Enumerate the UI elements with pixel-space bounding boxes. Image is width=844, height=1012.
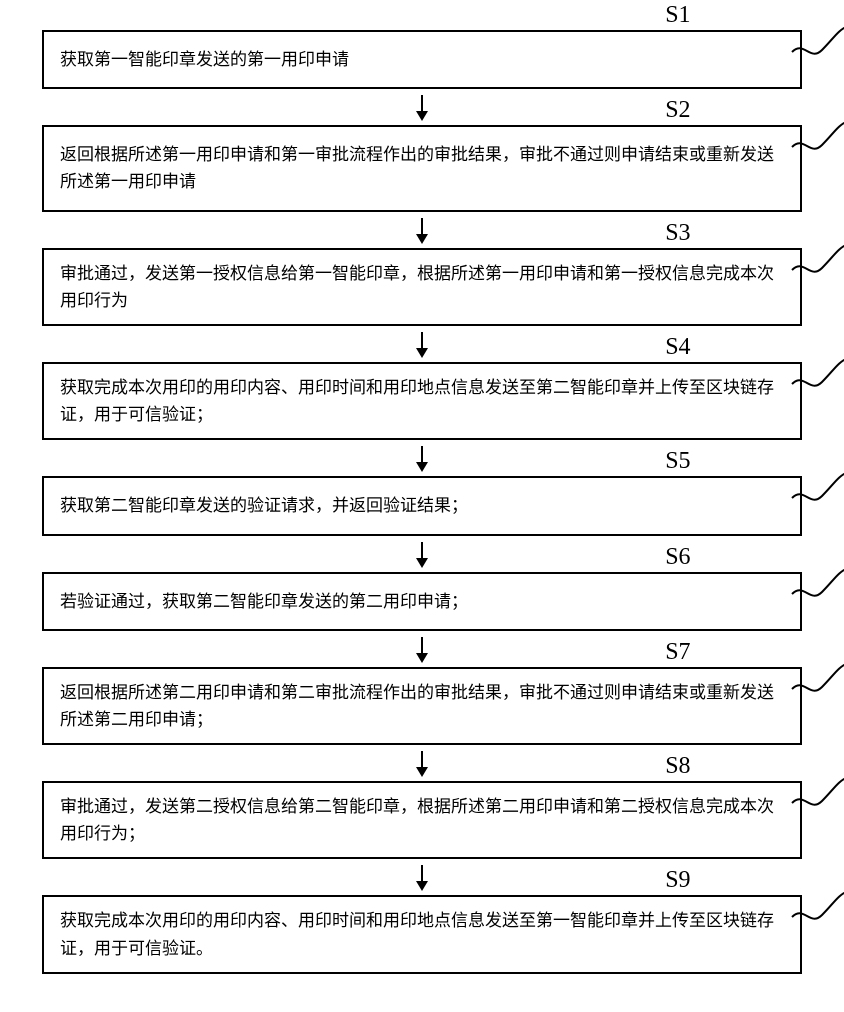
step-label-s1: S1 [665,2,690,29]
step-s7: S7 返回根据所述第二用印申请和第二审批流程作出的审批结果，审批不通过则申请结束… [42,667,802,745]
step-box-s5: 获取第二智能印章发送的验证请求，并返回验证结果； [42,476,802,535]
step-text-s8: 审批通过，发送第二授权信息给第二智能印章，根据所述第二用印申请和第二授权信息完成… [60,793,784,847]
step-box-s1: 获取第一智能印章发送的第一用印申请 [42,30,802,89]
step-label-s3: S3 [665,220,690,247]
step-s2: S2 返回根据所述第一用印申请和第一审批流程作出的审批结果，审批不通过则申请结束… [42,125,802,211]
step-label-s2: S2 [665,97,690,124]
step-text-s6: 若验证通过，获取第二智能印章发送的第二用印申请； [60,588,468,615]
step-text-s9: 获取完成本次用印的用印内容、用印时间和用印地点信息发送至第一智能印章并上传至区块… [60,907,784,961]
step-label-s5: S5 [665,448,690,475]
step-text-s3: 审批通过，发送第一授权信息给第一智能印章，根据所述第一用印申请和第一授权信息完成… [60,260,784,314]
step-box-s7: 返回根据所述第二用印申请和第二审批流程作出的审批结果，审批不通过则申请结束或重新… [42,667,802,745]
step-text-s5: 获取第二智能印章发送的验证请求，并返回验证结果； [60,492,468,519]
step-text-s7: 返回根据所述第二用印申请和第二审批流程作出的审批结果，审批不通过则申请结束或重新… [60,679,784,733]
step-box-s8: 审批通过，发送第二授权信息给第二智能印章，根据所述第二用印申请和第二授权信息完成… [42,781,802,859]
flowchart: S1 获取第一智能印章发送的第一用印申请 S2 返回根据所述第一用印申请和第一审… [42,30,802,974]
step-s4: S4 获取完成本次用印的用印内容、用印时间和用印地点信息发送至第二智能印章并上传… [42,362,802,440]
step-s3: S3 审批通过，发送第一授权信息给第一智能印章，根据所述第一用印申请和第一授权信… [42,248,802,326]
step-s1: S1 获取第一智能印章发送的第一用印申请 [42,30,802,89]
step-text-s2: 返回根据所述第一用印申请和第一审批流程作出的审批结果，审批不通过则申请结束或重新… [60,141,784,195]
step-label-s7: S7 [665,639,690,666]
step-s8: S8 审批通过，发送第二授权信息给第二智能印章，根据所述第二用印申请和第二授权信… [42,781,802,859]
step-box-s9: 获取完成本次用印的用印内容、用印时间和用印地点信息发送至第一智能印章并上传至区块… [42,895,802,973]
step-box-s4: 获取完成本次用印的用印内容、用印时间和用印地点信息发送至第二智能印章并上传至区块… [42,362,802,440]
step-box-s2: 返回根据所述第一用印申请和第一审批流程作出的审批结果，审批不通过则申请结束或重新… [42,125,802,211]
step-box-s3: 审批通过，发送第一授权信息给第一智能印章，根据所述第一用印申请和第一授权信息完成… [42,248,802,326]
step-s9: S9 获取完成本次用印的用印内容、用印时间和用印地点信息发送至第一智能印章并上传… [42,895,802,973]
step-label-s6: S6 [665,544,690,571]
step-s6: S6 若验证通过，获取第二智能印章发送的第二用印申请； [42,572,802,631]
step-label-s4: S4 [665,334,690,361]
step-text-s4: 获取完成本次用印的用印内容、用印时间和用印地点信息发送至第二智能印章并上传至区块… [60,374,784,428]
step-s5: S5 获取第二智能印章发送的验证请求，并返回验证结果； [42,476,802,535]
step-box-s6: 若验证通过，获取第二智能印章发送的第二用印申请； [42,572,802,631]
step-text-s1: 获取第一智能印章发送的第一用印申请 [60,46,349,73]
step-label-s9: S9 [665,867,690,894]
step-label-s8: S8 [665,753,690,780]
